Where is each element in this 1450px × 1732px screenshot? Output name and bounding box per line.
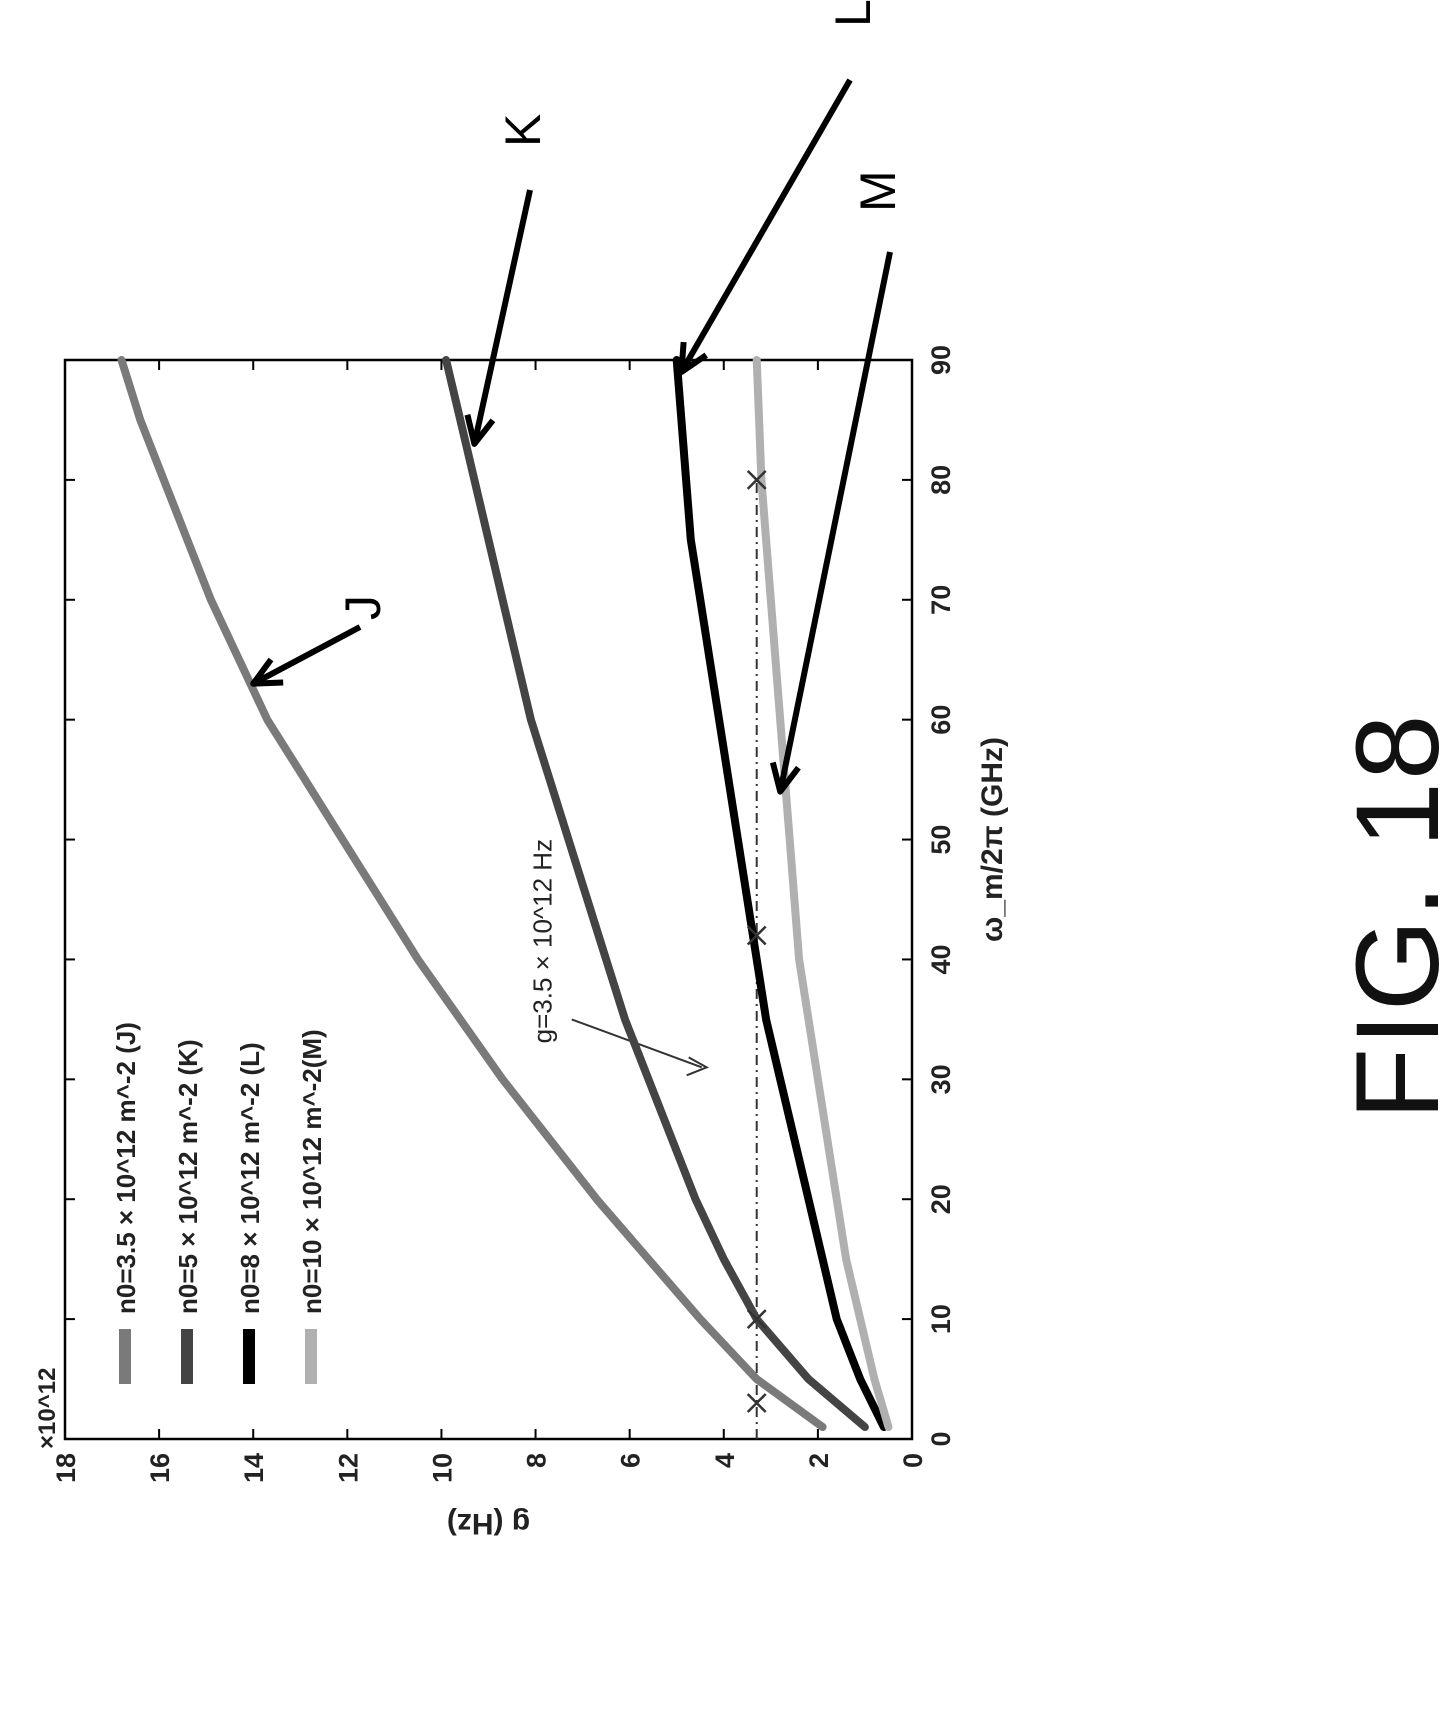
callout-arrowhead-m	[769, 761, 801, 795]
series-line-l	[672, 356, 888, 1431]
callout-arrow-j	[251, 624, 362, 687]
legend-label-k: n0=5 × 10^12 m^-2 (K)	[173, 1039, 203, 1314]
callout-arrowhead-j	[250, 657, 284, 687]
y-tick-label: 8	[522, 1453, 552, 1468]
x-tick-label: 90	[926, 345, 956, 375]
callout-arrow-k	[471, 189, 533, 445]
x-axis-label: ω_m/2π (GHz)	[976, 737, 1009, 942]
legend-label-l: n0=8 × 10^12 m^-2 (L)	[235, 1042, 265, 1314]
y-tick-label: 0	[898, 1453, 928, 1468]
y-tick-label: 10	[427, 1453, 457, 1483]
y-multiplier: ×10^12	[34, 1368, 61, 1449]
x-tick-label: 10	[926, 1304, 956, 1334]
x-tick-label: 40	[926, 944, 956, 974]
rotated-chart-group: 0 10 20 30 40 50 60 70 80 90 0 2 4 6 8 10 12 14 16 18 ×10^12…	[34, 0, 1009, 1540]
intersection-marker	[746, 470, 767, 490]
y-tick-label: 6	[616, 1453, 646, 1468]
x-tick-label: 30	[926, 1064, 956, 1094]
reference-arrow-head	[686, 1056, 710, 1077]
callout-arrow-m	[777, 251, 893, 793]
figure-label: FIG. 18	[1332, 712, 1450, 1120]
intersection-marker	[746, 1393, 767, 1413]
callout-arrowhead-l	[678, 341, 708, 375]
y-tick-label: 4	[710, 1453, 740, 1468]
x-tick-label: 0	[926, 1431, 956, 1446]
y-tick-label: 2	[804, 1453, 834, 1468]
reference-line-label: g=3.5 × 10^12 Hz	[528, 839, 558, 1043]
plot-frame	[63, 358, 914, 1441]
x-tick-label: 80	[926, 465, 956, 495]
callout-letter-k: K	[495, 114, 551, 147]
y-tick-label: 16	[145, 1453, 175, 1483]
plot-area: 0 10 20 30 40 50 60 70 80 90 0 2 4 6 8 10 12 14 16 18 ×10^12…	[34, 0, 1009, 1540]
legend-label-m: n0=10 × 10^12 m^-2(M)	[297, 1029, 327, 1314]
x-tick-label: 50	[926, 825, 956, 855]
callout-letter-m: M	[850, 170, 906, 212]
series-line-j	[117, 356, 827, 1431]
y-tick-label: 18	[51, 1453, 81, 1483]
x-tick-label: 20	[926, 1184, 956, 1214]
intersection-marker	[746, 1309, 767, 1329]
series-line-k	[442, 356, 869, 1431]
series-line-m	[752, 356, 893, 1431]
intersection-marker	[746, 925, 767, 946]
y-tick-label: 14	[239, 1453, 269, 1483]
y-tick-label: 12	[333, 1453, 363, 1483]
legend-label-j: n0=3.5 × 10^12 m^-2 (J)	[111, 1022, 141, 1314]
x-tick-label: 70	[926, 585, 956, 615]
callout-letter-j: J	[335, 595, 391, 620]
callout-arrow-l	[678, 78, 853, 374]
x-tick-label: 60	[926, 705, 956, 735]
callout-arrowhead-k	[464, 414, 496, 447]
callout-letter-l: L	[825, 0, 881, 27]
y-axis-label: g (Hz)	[447, 1507, 530, 1540]
